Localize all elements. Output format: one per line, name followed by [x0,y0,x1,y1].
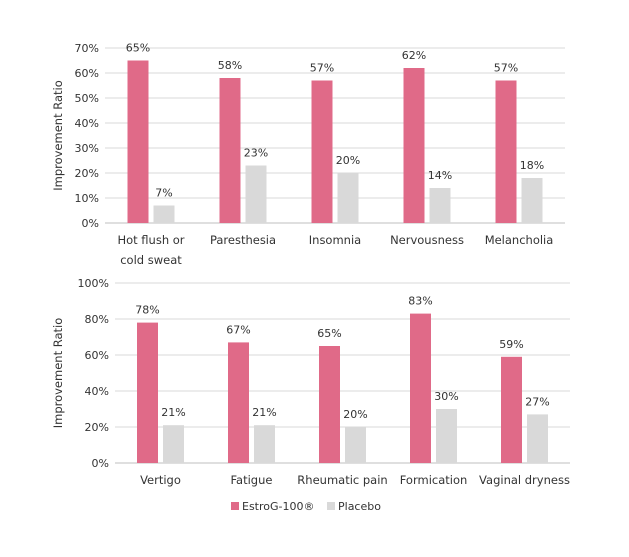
bar-placebo [521,178,543,223]
chart-panel-bottom: 0% 20% 40% 60% 80% 100% Improvement Ratio 78% 21… [51,277,570,487]
data-label: 62% [402,49,426,62]
bar-placebo [436,409,457,463]
x-category-label: Melancholia [485,233,554,247]
bar-placebo [429,188,451,223]
x-category-label: Rheumatic pain [297,473,387,487]
data-label: 58% [218,59,242,72]
data-label: 83% [408,295,432,308]
data-label: 65% [126,42,150,55]
bar-placebo [245,165,267,223]
x-category-label: Vaginal dryness [479,473,570,487]
data-label: 23% [244,147,268,160]
y-tick-label: 20% [85,421,109,434]
y-tick-label: 50% [75,92,99,105]
y-tick-label: 60% [85,349,109,362]
data-label: 21% [252,406,276,419]
x-category-label: Formication [400,473,468,487]
x-category-label: Nervousness [390,233,464,247]
data-label: 57% [310,62,334,75]
y-tick-label: 40% [75,117,99,130]
bar-estrog [495,80,517,223]
y-axis-title: Improvement Ratio [51,318,65,429]
bar-estrog [219,78,241,223]
y-tick-label: 40% [85,385,109,398]
bar-estrog [137,322,158,463]
x-category-label: Paresthesia [210,233,276,247]
bar-placebo [345,427,366,463]
bar-placebo [153,205,175,223]
y-axis-title: Improvement Ratio [51,80,65,191]
data-label: 65% [317,327,341,340]
y-tick-label: 0% [82,217,99,230]
data-label: 27% [525,395,549,408]
bar-estrog [127,60,149,223]
bar-placebo [254,425,275,463]
x-category-label: Fatigue [231,473,273,487]
bar-estrog [410,313,431,463]
data-label: 18% [520,159,544,172]
data-label: 57% [494,62,518,75]
y-tick-label: 20% [75,167,99,180]
data-label: 14% [428,169,452,182]
data-label: 30% [434,390,458,403]
data-label: 20% [336,154,360,167]
y-tick-label: 70% [75,42,99,55]
y-tick-label: 60% [75,67,99,80]
bar-estrog [311,80,333,223]
bar-placebo [527,414,548,463]
x-category-label: cold sweat [120,253,182,267]
data-label: 20% [343,408,367,421]
bar-placebo [163,425,184,463]
bar-estrog [228,342,249,463]
data-label: 7% [155,187,172,200]
bar-estrog [501,356,522,463]
legend-label-placebo: Placebo [338,500,381,513]
legend-swatch-placebo [327,502,335,510]
chart-panel-top: 0% 10% 20% 30% 40% 50% 60% 70% Improvement Ratio… [51,42,565,267]
data-label: 59% [499,338,523,351]
chart-legend: EstroG-100® Placebo [231,500,381,513]
legend-swatch-estrog [231,502,239,510]
y-tick-label: 30% [75,142,99,155]
x-category-label: Vertigo [140,473,181,487]
data-label: 21% [161,406,185,419]
y-tick-label: 100% [78,277,109,290]
x-category-label: Insomnia [309,233,361,247]
y-tick-label: 0% [92,457,109,470]
bar-estrog [319,346,340,463]
x-category-label: Hot flush or [117,233,184,247]
data-label: 78% [135,304,159,317]
bar-placebo [337,173,359,223]
data-label: 67% [226,323,250,336]
legend-label-estrog: EstroG-100® [242,500,315,513]
y-tick-label: 10% [75,192,99,205]
bar-estrog [403,68,425,223]
y-tick-label: 80% [85,313,109,326]
